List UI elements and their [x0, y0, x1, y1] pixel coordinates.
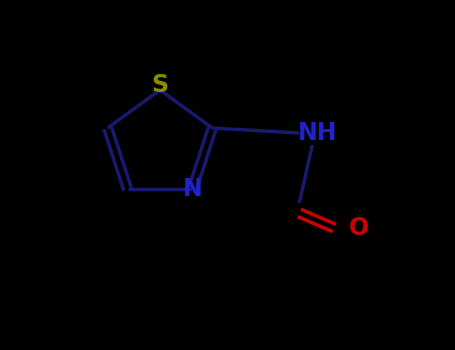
Text: N: N: [182, 177, 202, 202]
Text: NH: NH: [298, 121, 337, 145]
Text: S: S: [152, 73, 168, 97]
Text: O: O: [349, 216, 369, 240]
